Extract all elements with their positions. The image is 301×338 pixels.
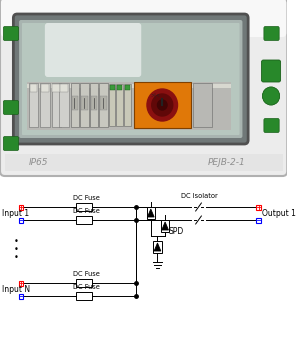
Text: •: • — [14, 237, 19, 246]
Circle shape — [147, 89, 178, 121]
Bar — [134, 82, 191, 128]
Polygon shape — [162, 222, 169, 230]
Bar — [80, 83, 89, 127]
Bar — [76, 216, 92, 224]
FancyBboxPatch shape — [262, 60, 281, 82]
Bar — [76, 292, 92, 300]
FancyBboxPatch shape — [264, 119, 279, 132]
Bar — [90, 83, 98, 127]
FancyBboxPatch shape — [3, 100, 19, 115]
Bar — [256, 204, 261, 210]
FancyBboxPatch shape — [264, 26, 279, 41]
Bar — [5, 154, 283, 171]
FancyBboxPatch shape — [3, 26, 19, 41]
Text: Input 1: Input 1 — [2, 209, 29, 218]
FancyBboxPatch shape — [19, 20, 242, 138]
Bar — [60, 84, 68, 92]
FancyBboxPatch shape — [0, 0, 287, 176]
FancyBboxPatch shape — [45, 23, 141, 77]
Bar — [40, 83, 50, 127]
Text: >|<: >|< — [151, 93, 161, 98]
Bar — [161, 220, 169, 232]
Circle shape — [262, 87, 280, 105]
Bar — [41, 84, 49, 92]
Text: DC Fuse: DC Fuse — [73, 208, 99, 214]
Text: PEJB-2-1: PEJB-2-1 — [208, 158, 246, 167]
Bar — [29, 84, 37, 92]
Bar — [52, 84, 60, 92]
Circle shape — [152, 94, 173, 116]
Text: •: • — [14, 253, 19, 262]
Text: DC Fuse: DC Fuse — [73, 271, 99, 277]
Bar — [19, 293, 23, 298]
FancyBboxPatch shape — [1, 0, 286, 37]
Text: IP65: IP65 — [29, 158, 48, 167]
Bar — [116, 84, 123, 126]
Bar — [124, 84, 131, 126]
Text: DC Fuse: DC Fuse — [73, 284, 99, 290]
Bar — [117, 85, 122, 90]
Text: Output 1: Output 1 — [262, 209, 296, 218]
Bar — [71, 83, 79, 127]
Bar — [0, 178, 287, 338]
Bar — [256, 217, 261, 222]
Bar — [153, 241, 162, 253]
Text: Input N: Input N — [2, 285, 30, 294]
Bar — [110, 85, 114, 90]
Polygon shape — [154, 243, 161, 251]
Bar — [19, 204, 23, 210]
FancyBboxPatch shape — [3, 137, 19, 150]
Bar — [72, 96, 78, 110]
Bar — [19, 281, 23, 286]
Bar — [59, 83, 69, 127]
Bar — [27, 84, 231, 88]
FancyBboxPatch shape — [22, 23, 240, 135]
Bar — [193, 83, 212, 127]
Bar — [100, 96, 107, 110]
Bar — [29, 83, 38, 127]
Bar — [76, 279, 92, 287]
Circle shape — [157, 100, 167, 110]
Bar — [51, 83, 61, 127]
Bar — [91, 96, 97, 110]
Text: DC Fuse: DC Fuse — [73, 195, 99, 201]
Bar — [27, 82, 231, 130]
Bar — [99, 83, 108, 127]
Text: DC Isolator: DC Isolator — [181, 193, 218, 199]
Bar — [76, 203, 92, 211]
FancyBboxPatch shape — [13, 14, 248, 144]
Bar — [109, 84, 116, 126]
Text: SPD: SPD — [169, 227, 184, 236]
Bar — [81, 96, 88, 110]
Text: •: • — [14, 245, 19, 254]
Bar — [147, 207, 155, 219]
Polygon shape — [147, 209, 154, 217]
Bar — [125, 85, 130, 90]
Bar — [19, 217, 23, 222]
